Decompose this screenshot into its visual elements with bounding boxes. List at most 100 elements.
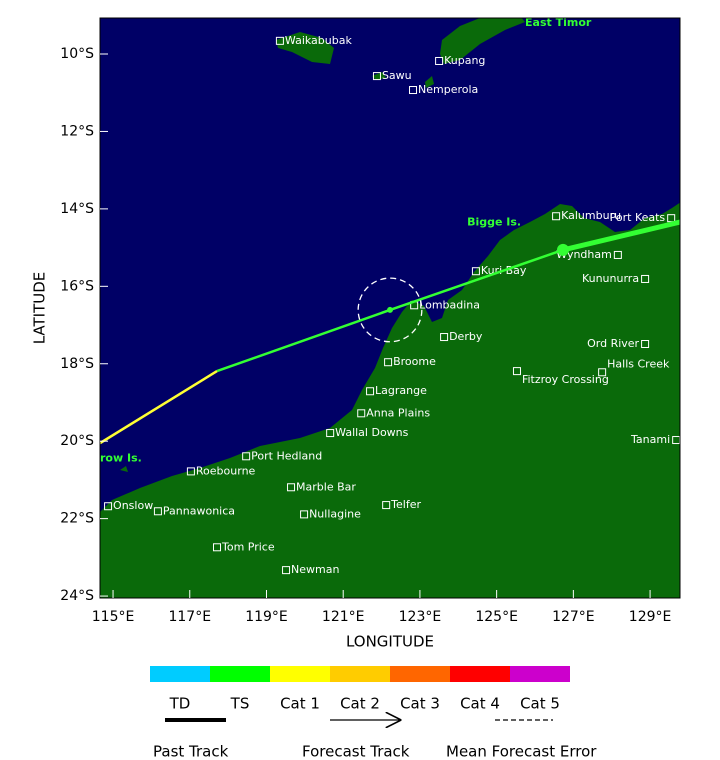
category-swatch	[450, 666, 510, 682]
place-marker	[366, 387, 375, 396]
place-label: Telfer	[390, 498, 421, 511]
place-label: Lombadina	[419, 298, 480, 311]
x-tick-label: 119°E	[245, 609, 288, 625]
region-label: Bigge Is.	[467, 215, 521, 228]
place-marker	[287, 483, 296, 492]
x-axis-title: LONGITUDE	[346, 633, 434, 651]
x-tick-label: 121°E	[322, 609, 365, 625]
y-tick-label: 18°S	[60, 356, 94, 372]
place-label: Derby	[449, 330, 483, 343]
place-label: Ord River	[587, 337, 639, 350]
place-marker	[440, 333, 449, 342]
forecast-point	[387, 306, 393, 313]
place-marker	[300, 510, 309, 519]
y-tick-label: 24°S	[60, 588, 94, 604]
place-marker	[435, 56, 444, 65]
y-tick-label: 10°S	[60, 46, 94, 62]
place-label: Fitzroy Crossing	[522, 373, 609, 386]
place-label: Broome	[393, 355, 436, 368]
category-label: Cat 2	[340, 695, 380, 713]
legend-label: Mean Forecast Error	[446, 743, 597, 760]
category-swatch	[390, 666, 450, 682]
place-label: Kununurra	[582, 272, 639, 285]
place-marker	[186, 467, 195, 476]
place-label: Halls Creek	[607, 357, 670, 370]
category-label: Cat 3	[400, 695, 440, 713]
place-label: Tom Price	[221, 540, 275, 553]
place-label: Pannawonica	[163, 504, 235, 517]
place-marker	[326, 429, 335, 438]
place-marker	[471, 267, 480, 276]
place-marker	[275, 36, 284, 45]
place-marker	[384, 358, 393, 367]
place-marker	[104, 502, 113, 511]
x-tick-label: 129°E	[629, 609, 672, 625]
place-marker	[512, 367, 521, 376]
place-marker	[598, 368, 607, 377]
place-label: Kupang	[444, 54, 485, 67]
place-marker	[641, 340, 650, 349]
category-label: Cat 1	[280, 695, 320, 713]
track-forecast	[100, 370, 218, 445]
region-label: row Is.	[100, 452, 142, 465]
region-label: East Timor	[525, 16, 592, 29]
category-label: TS	[230, 695, 250, 713]
place-label: Roebourne	[196, 464, 256, 477]
y-tick-label: 14°S	[60, 201, 94, 217]
error-circle	[357, 277, 423, 343]
current-position	[557, 243, 570, 256]
category-label: TD	[169, 695, 191, 713]
place-label: Nemperola	[418, 83, 478, 96]
x-tick-label: 127°E	[552, 609, 595, 625]
place-marker	[552, 212, 561, 221]
place-marker	[613, 250, 622, 259]
place-label: Newman	[291, 563, 339, 576]
category-label: Cat 4	[460, 695, 500, 713]
category-label: Cat 5	[520, 695, 560, 713]
place-label: Lagrange	[375, 384, 427, 397]
legend-label: Past Track	[153, 743, 229, 760]
place-label: Kalumburu	[561, 209, 621, 222]
place-marker	[409, 86, 418, 95]
category-swatch	[270, 666, 330, 682]
place-label: Onslow	[113, 499, 153, 512]
track-past	[562, 219, 680, 253]
y-tick-label: 22°S	[60, 511, 94, 527]
place-label: Sawu	[382, 69, 412, 82]
place-label: Tanami	[630, 433, 670, 446]
x-tick-label: 125°E	[475, 609, 518, 625]
place-marker	[641, 274, 650, 283]
legend: Past Track Forecast Track Mean Forecast …	[150, 666, 597, 760]
place-label: Nullagine	[309, 507, 361, 520]
place-label: Wyndham	[556, 248, 612, 261]
land	[100, 18, 680, 598]
category-swatch	[510, 666, 570, 682]
place-marker	[212, 543, 221, 552]
y-tick-label: 12°S	[60, 123, 94, 139]
map-frame	[99, 17, 681, 599]
legend-label: Forecast Track	[302, 743, 410, 760]
place-label: Port Hedland	[251, 449, 322, 462]
place-label: Waikabubak	[285, 34, 353, 47]
place-label: Marble Bar	[296, 480, 356, 493]
place-label: Anna Plains	[366, 406, 430, 419]
map-overlay: WaikabubakKupangSawuNemperolaKalumburuPo…	[100, 16, 680, 576]
x-tick-label: 117°E	[168, 609, 211, 625]
place-marker	[282, 566, 291, 575]
place-label: Port Keats	[610, 211, 666, 224]
category-swatch	[150, 666, 210, 682]
x-tick-label: 115°E	[92, 609, 135, 625]
place-marker	[242, 452, 251, 461]
category-swatch	[210, 666, 270, 682]
category-swatch	[330, 666, 390, 682]
axes: 115°E 117°E 119°E 121°E 123°E 125°E 127°E 129°E…	[60, 46, 671, 625]
y-tick-label: 16°S	[60, 278, 94, 294]
place-marker	[153, 507, 162, 516]
place-marker	[357, 409, 366, 418]
place-marker	[372, 72, 381, 81]
y-tick-label: 20°S	[60, 433, 94, 449]
place-marker	[382, 501, 391, 510]
place-label: Wallal Downs	[335, 426, 408, 439]
